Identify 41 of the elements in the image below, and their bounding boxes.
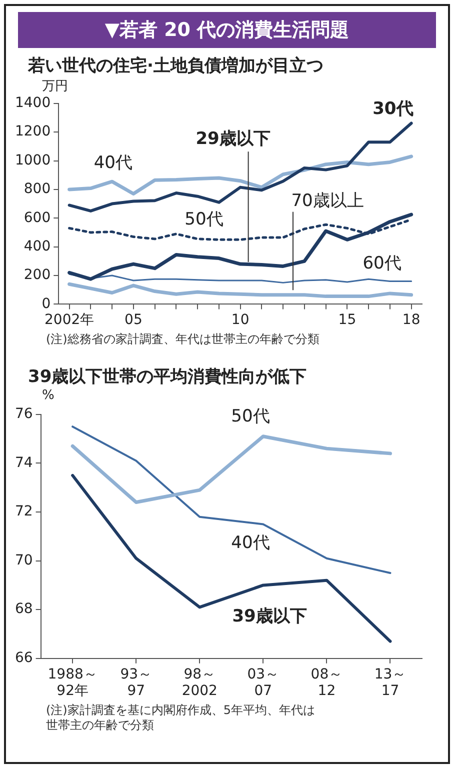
text: (注)家計調査を基に内閣府作成、5年平均、年代は世帯主の年齢で分類 [46,703,316,733]
series-label: 50代 [184,209,224,230]
x-tick-label: 2002年 [44,312,94,328]
x-tick-label: 10 [231,312,250,328]
y-tick-label: 68 [14,601,33,618]
y-axis-title: 万円 [42,78,69,94]
y-tick-label: 800 [24,181,51,198]
text: 29歳以下 [196,128,270,149]
x-tick-label: 13～ 17 [374,666,406,700]
series-label: 50代 [231,406,270,426]
series-label: 40代 [94,153,132,174]
y-tick-label: 76 [14,406,33,422]
y-tick-label: 74 [14,454,33,471]
y-tick-label: 70 [14,552,33,568]
y-tick-label: 400 [24,238,51,254]
y-tick-label: 72 [14,504,33,520]
y-tick-label: 600 [24,210,51,226]
x-tick-label: 05 [124,312,142,328]
series-label: 60代 [362,253,402,274]
x-tick-label: 1988～ 92年 [48,666,98,700]
y-tick-label: 66 [14,650,33,666]
y-tick-label: 0 [42,296,51,312]
series-label: 40代 [231,533,270,554]
chart-subtitle: 若い世代の住宅·土地負債増加が目立つ [28,55,324,77]
x-tick-label: 15 [338,312,356,328]
series-label: 39歳以下 [232,606,307,626]
y-tick-label: 1200 [14,124,51,140]
text: (注)総務省の家計調査、年代は世帯主の年齢で分類 [46,332,320,347]
x-tick-label: 08～ 12 [310,666,343,700]
x-tick-label: 98～ 2002 [182,666,218,700]
y-axis-title: % [42,388,56,403]
x-tick-label: 93～ 97 [120,666,152,700]
chart-title: 39歳以下世帯の平均消費性向が低下 [28,366,308,388]
y-tick-label: 200 [24,267,51,284]
series-label: 30代 [372,98,414,119]
chart-title: ▼若者 20 代の消費生活問題 [18,12,436,48]
text: 70歳以上 [291,191,364,212]
x-tick-label: 18 [402,312,420,328]
y-tick-label: 1000 [14,152,51,168]
x-tick-label: 03～ 07 [247,666,280,700]
y-tick-label: 1400 [14,95,51,112]
